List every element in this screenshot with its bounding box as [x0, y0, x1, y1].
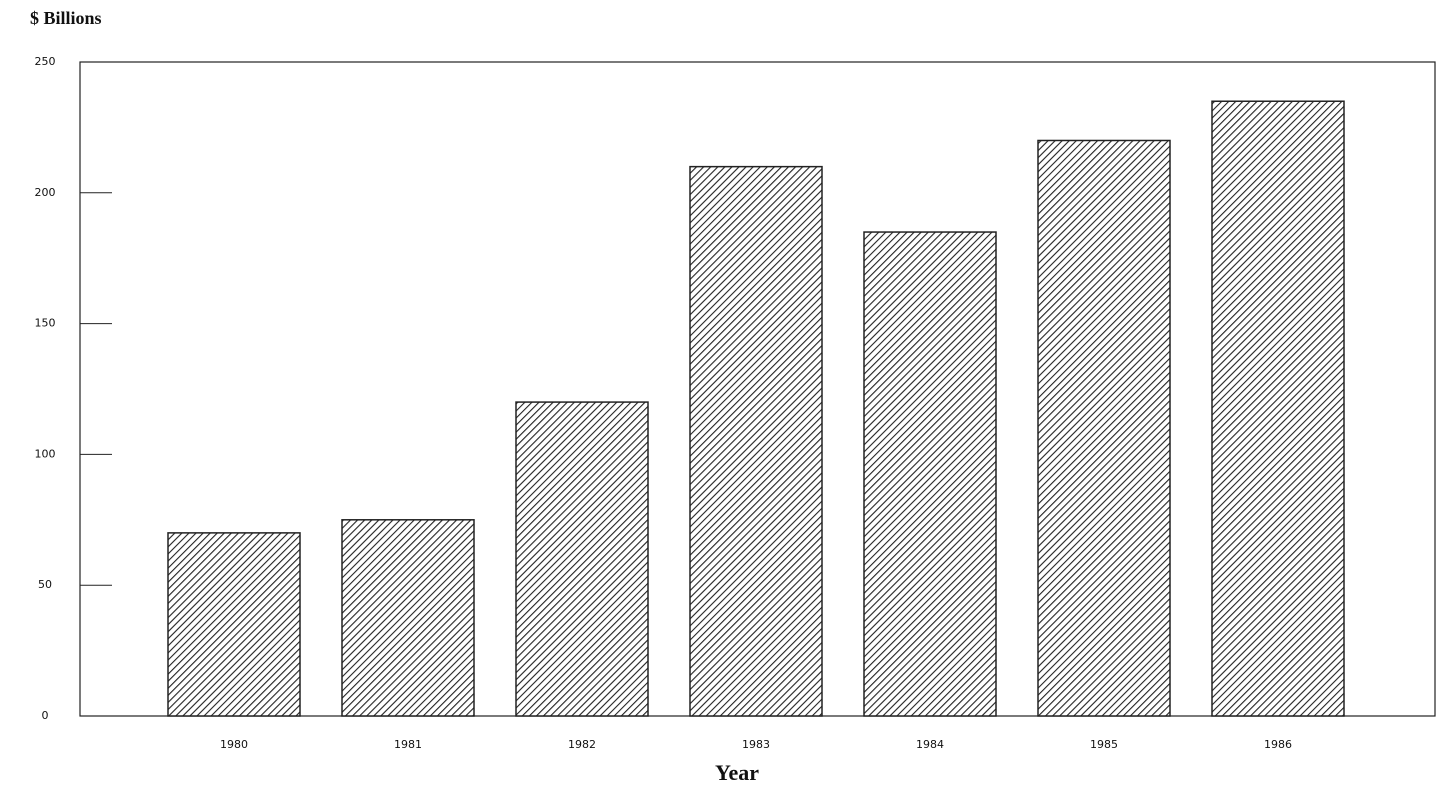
x-tick-label: 1985	[1090, 738, 1118, 751]
x-tick-label: 1986	[1264, 738, 1292, 751]
bar	[341, 519, 475, 717]
x-tick-label: 1982	[568, 738, 596, 751]
bar	[1211, 100, 1345, 717]
bar	[167, 532, 301, 717]
x-tick-label: 1983	[742, 738, 770, 751]
x-tick-label: 1980	[220, 738, 248, 751]
bar	[515, 401, 649, 717]
x-tick-label: 1981	[394, 738, 422, 751]
x-tick-label: 1984	[916, 738, 944, 751]
y-tick-label: 0	[42, 709, 49, 722]
bar	[863, 231, 997, 717]
bar	[689, 165, 823, 717]
y-tick-label: 50	[38, 578, 52, 591]
y-tick-label: 250	[35, 55, 56, 68]
y-tick-label: 200	[35, 186, 56, 199]
y-tick-label: 150	[35, 317, 56, 330]
x-axis-label: Year	[715, 760, 759, 785]
bar	[1037, 139, 1171, 717]
y-tick-label: 100	[35, 447, 56, 460]
y-axis-label: $ Billions	[30, 8, 102, 28]
